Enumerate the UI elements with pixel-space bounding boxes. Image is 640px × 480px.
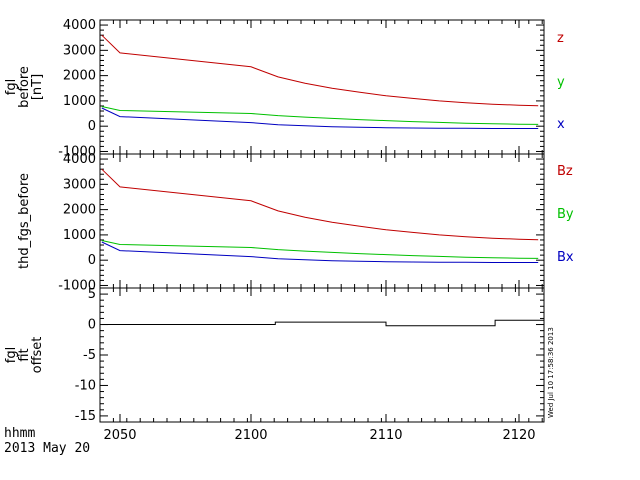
y-tick-label: 3000 (63, 177, 96, 192)
y-axis-label: before (17, 66, 32, 108)
y-tick-label: 2000 (63, 203, 96, 218)
y-tick-label: 5 (88, 287, 96, 302)
panel-thd-fgs-before: -1000 0 1000 2000 3000 4000 Bz By Bx thd_fgs_be… (17, 152, 574, 293)
panel-2-ylabel: thd_fgs_before (17, 173, 32, 269)
x-tick-label: 2050 (103, 428, 136, 443)
y-tick-label: -10 (75, 378, 96, 393)
panel-1-legend: z y x (557, 31, 565, 132)
legend-bx: Bx (557, 250, 574, 265)
legend-bz: Bz (557, 164, 573, 179)
x-tick-label: 2100 (234, 428, 267, 443)
timestamp-stamp: Wed Jul 10 17:58:36 2013 (547, 327, 555, 418)
panel-1-frame (99, 19, 545, 155)
panel-3-series (101, 319, 544, 327)
y-axis-label: [nT] (30, 74, 45, 100)
y-tick-label: -5 (83, 348, 96, 363)
y-tick-label: 0 (88, 119, 96, 134)
y-tick-label: 0 (88, 253, 96, 268)
y-tick-label: 1000 (63, 228, 96, 243)
y-axis-label: fgl (4, 347, 19, 363)
y-tick-label: -15 (75, 409, 96, 424)
panel-3-ticks: -15 -10 -5 0 5 2050 2100 2110 2120 (75, 287, 544, 443)
series-x (101, 107, 539, 129)
y-tick-label: 3000 (63, 43, 96, 58)
x-tick-label: 2110 (369, 428, 402, 443)
series-by (101, 240, 539, 259)
footer-date-label: 2013 May 20 (4, 441, 90, 456)
y-tick-label: -1000 (58, 278, 96, 293)
y-tick-label: 2000 (63, 69, 96, 84)
y-tick-label: 0 (88, 318, 96, 333)
panel-2-ticks: -1000 0 1000 2000 3000 4000 (58, 152, 544, 293)
y-tick-label: 4000 (63, 18, 96, 33)
footer-axis-label: hhmm (4, 426, 35, 441)
series-bx (101, 241, 539, 263)
panel-2-legend: Bz By Bx (557, 164, 574, 265)
y-tick-label: -1000 (58, 144, 96, 159)
panel-2-frame (99, 153, 545, 289)
series-bz (101, 168, 539, 241)
y-tick-label: 4000 (63, 152, 96, 167)
y-tick-label: 1000 (63, 94, 96, 109)
series-z (101, 34, 539, 107)
y-axis-label: fit (17, 348, 32, 361)
y-axis-label: offset (30, 337, 45, 374)
legend-by: By (557, 207, 574, 222)
legend-y: y (557, 75, 565, 90)
panel-3-frame (99, 287, 545, 423)
y-axis-label: fgl (4, 79, 19, 95)
panel-1-series (101, 34, 539, 129)
x-tick-label: 2120 (502, 428, 535, 443)
y-axis-label: thd_fgs_before (17, 173, 32, 269)
panel-2-series (101, 168, 539, 263)
legend-z: z (557, 31, 564, 46)
series-y (101, 106, 539, 125)
legend-x: x (557, 117, 565, 132)
series-offset (101, 319, 544, 327)
panel-1-ticks: -1000 0 1000 2000 3000 4000 (58, 18, 544, 159)
